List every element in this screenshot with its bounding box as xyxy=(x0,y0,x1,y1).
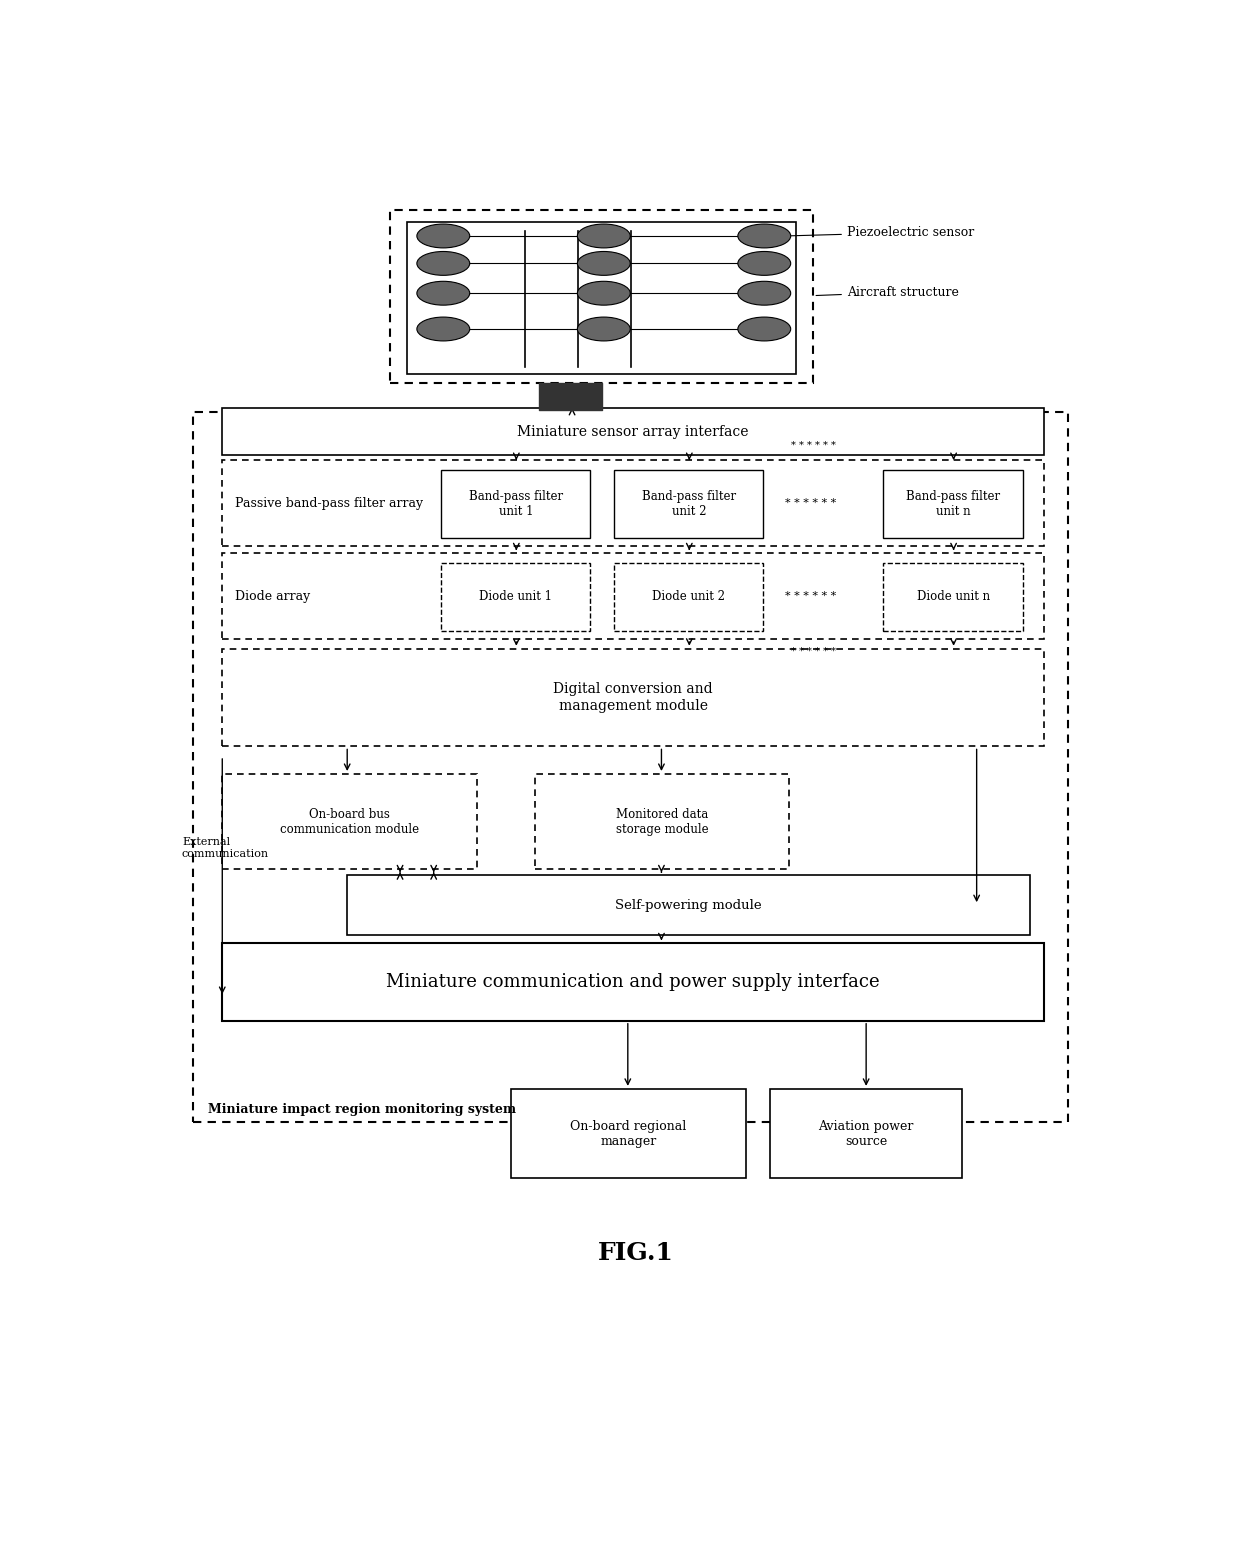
Text: * * * * * *: * * * * * * xyxy=(785,592,836,601)
Text: Aviation power
source: Aviation power source xyxy=(818,1120,914,1148)
Ellipse shape xyxy=(738,282,791,305)
Bar xyxy=(883,562,1023,630)
Text: FIG.1: FIG.1 xyxy=(598,1241,673,1266)
Bar xyxy=(222,649,1044,747)
Text: Passive band-pass filter array: Passive band-pass filter array xyxy=(234,497,423,510)
Text: Monitored data
storage module: Monitored data storage module xyxy=(615,807,708,835)
Bar xyxy=(770,1089,962,1179)
Ellipse shape xyxy=(578,225,630,248)
Text: * * * * * *: * * * * * * xyxy=(785,499,836,508)
Bar xyxy=(193,412,1068,1121)
Bar xyxy=(222,943,1044,1021)
Text: * * * * * *: * * * * * * xyxy=(791,646,836,655)
Bar xyxy=(222,460,1044,547)
Bar xyxy=(614,562,764,630)
Text: Diode unit 2: Diode unit 2 xyxy=(652,590,725,603)
Text: Diode unit n: Diode unit n xyxy=(916,590,990,603)
Ellipse shape xyxy=(417,225,470,248)
Text: Digital conversion and
management module: Digital conversion and management module xyxy=(553,683,713,713)
Bar xyxy=(883,469,1023,538)
Ellipse shape xyxy=(738,225,791,248)
Ellipse shape xyxy=(738,251,791,276)
Ellipse shape xyxy=(578,282,630,305)
Ellipse shape xyxy=(578,318,630,341)
Text: On-board regional
manager: On-board regional manager xyxy=(570,1120,687,1148)
Text: Band-pass filter
unit n: Band-pass filter unit n xyxy=(906,489,1001,517)
Ellipse shape xyxy=(417,251,470,276)
Bar xyxy=(534,774,789,869)
Text: Miniature communication and power supply interface: Miniature communication and power supply… xyxy=(387,973,880,991)
Text: Miniature impact region monitoring system: Miniature impact region monitoring syste… xyxy=(208,1103,516,1117)
Bar xyxy=(511,1089,746,1179)
Bar xyxy=(441,469,590,538)
Bar xyxy=(222,774,477,869)
Text: Band-pass filter
unit 2: Band-pass filter unit 2 xyxy=(642,489,735,517)
Bar xyxy=(222,407,1044,455)
Bar xyxy=(441,562,590,630)
Text: Piezoelectric sensor: Piezoelectric sensor xyxy=(787,226,975,239)
Ellipse shape xyxy=(738,318,791,341)
Bar xyxy=(222,553,1044,640)
Text: Diode array: Diode array xyxy=(234,590,310,603)
Text: * * * * * *: * * * * * * xyxy=(791,441,836,451)
Bar xyxy=(391,209,813,383)
Text: External
communication: External communication xyxy=(182,836,269,858)
Ellipse shape xyxy=(417,318,470,341)
Text: Self-powering module: Self-powering module xyxy=(615,898,761,912)
Ellipse shape xyxy=(417,282,470,305)
Ellipse shape xyxy=(578,251,630,276)
Text: Band-pass filter
unit 1: Band-pass filter unit 1 xyxy=(469,489,563,517)
Text: On-board bus
communication module: On-board bus communication module xyxy=(280,807,419,835)
Bar xyxy=(614,469,764,538)
Bar xyxy=(407,222,796,375)
Text: Aircraft structure: Aircraft structure xyxy=(816,285,959,299)
Text: Diode unit 1: Diode unit 1 xyxy=(480,590,552,603)
Bar xyxy=(347,875,1029,936)
Text: Miniature sensor array interface: Miniature sensor array interface xyxy=(517,424,749,438)
